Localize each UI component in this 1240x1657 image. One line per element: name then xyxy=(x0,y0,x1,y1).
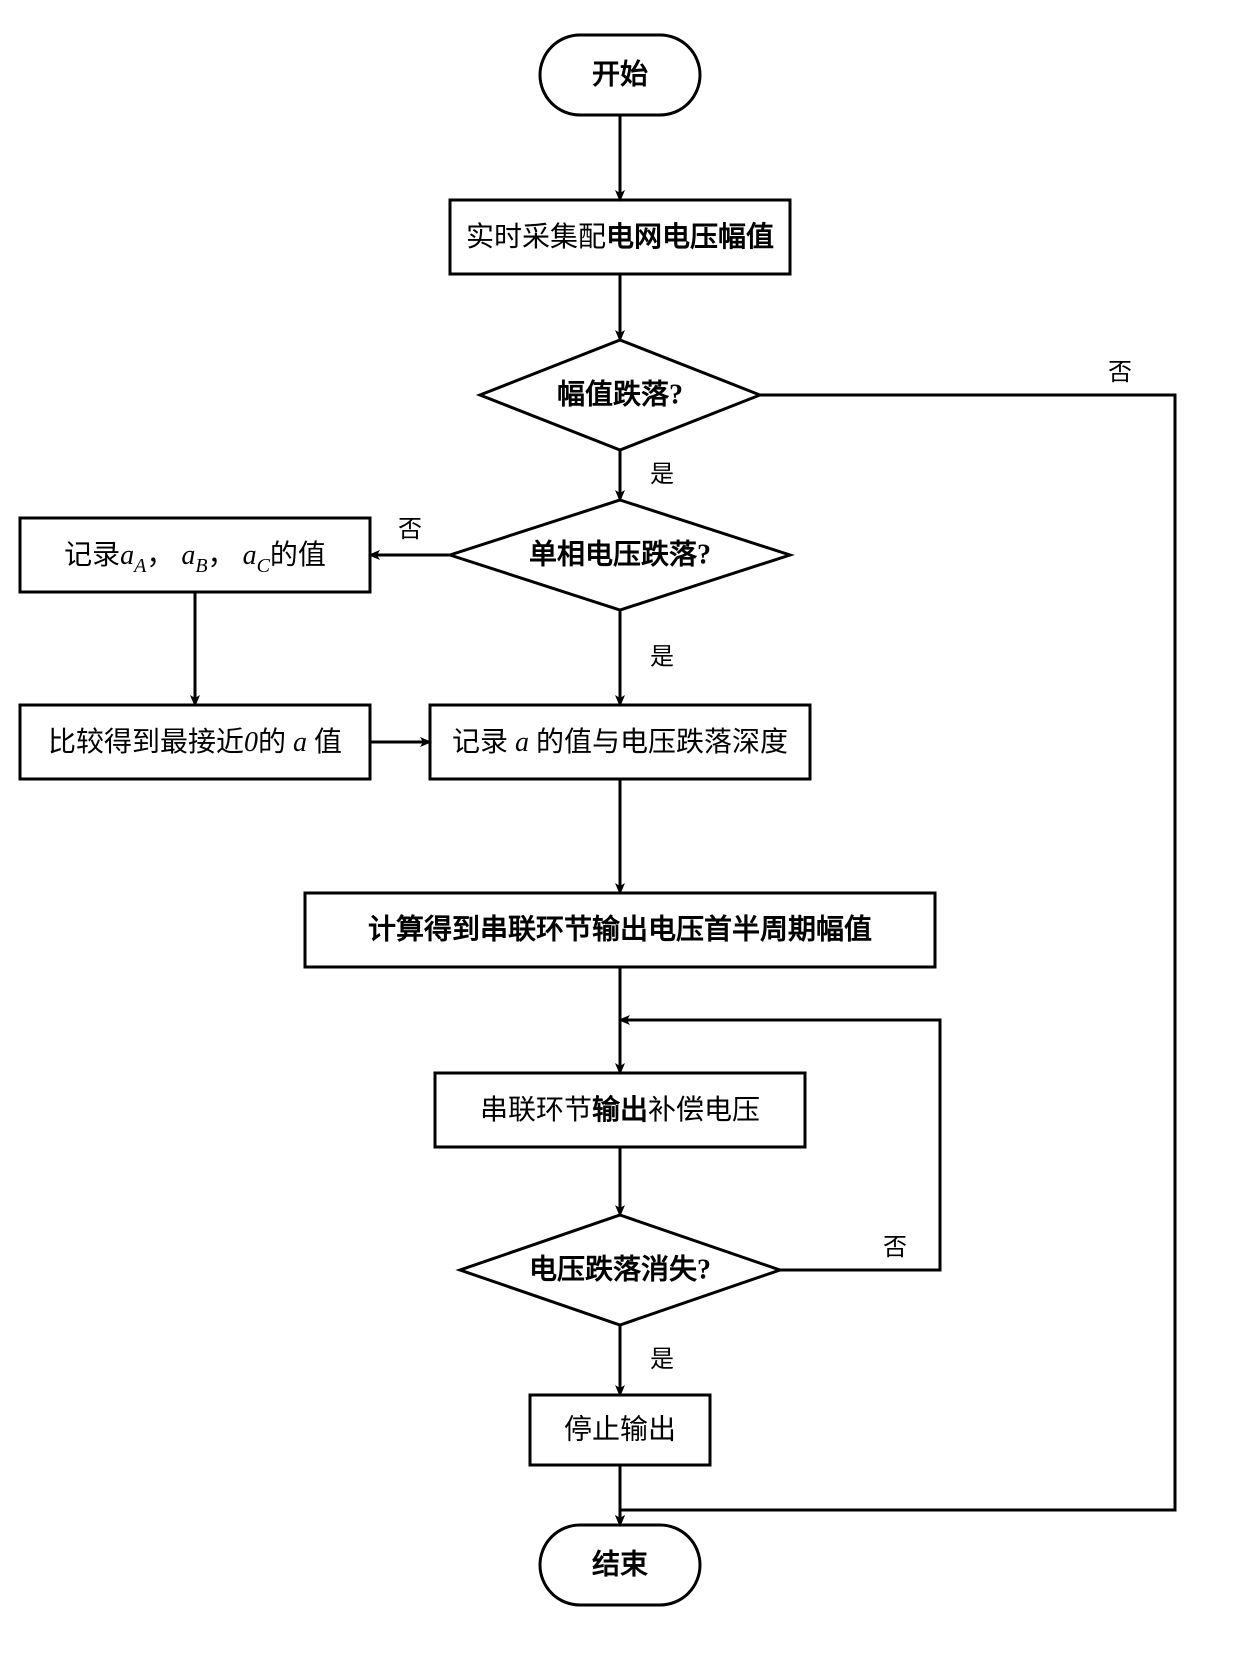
svg-text:单相电压跌落?: 单相电压跌落? xyxy=(529,539,711,571)
svg-text:记录 a 的值与电压跌落深度: 记录 a 的值与电压跌落深度 xyxy=(452,726,788,758)
svg-text:记录aA， aB， aC的值: 记录aA， aB， aC的值 xyxy=(64,539,326,578)
svg-text:否: 否 xyxy=(883,1235,907,1261)
svg-text:比较得到最接近0的 a 值: 比较得到最接近0的 a 值 xyxy=(48,726,342,758)
svg-text:否: 否 xyxy=(398,517,422,543)
svg-text:否: 否 xyxy=(1108,360,1132,386)
svg-text:幅值跌落?: 幅值跌落? xyxy=(557,379,683,411)
flowchart-svg: 开始结束 实时采集配电网电压幅值记录aA， aB， aC的值比较得到最接近0的 a… xyxy=(0,0,1240,1652)
svg-text:计算得到串联环节输出电压首半周期幅值: 计算得到串联环节输出电压首半周期幅值 xyxy=(368,913,872,946)
svg-text:是: 是 xyxy=(650,462,674,488)
svg-text:是: 是 xyxy=(650,1347,674,1373)
svg-text:实时采集配电网电压幅值: 实时采集配电网电压幅值 xyxy=(466,221,774,253)
svg-text:结束: 结束 xyxy=(592,1549,648,1581)
svg-text:是: 是 xyxy=(650,645,674,671)
svg-text:开始: 开始 xyxy=(592,59,648,91)
svg-text:串联环节输出补偿电压: 串联环节输出补偿电压 xyxy=(480,1093,760,1126)
svg-text:电压跌落消失?: 电压跌落消失? xyxy=(529,1254,711,1286)
svg-text:停止输出: 停止输出 xyxy=(564,1414,676,1446)
